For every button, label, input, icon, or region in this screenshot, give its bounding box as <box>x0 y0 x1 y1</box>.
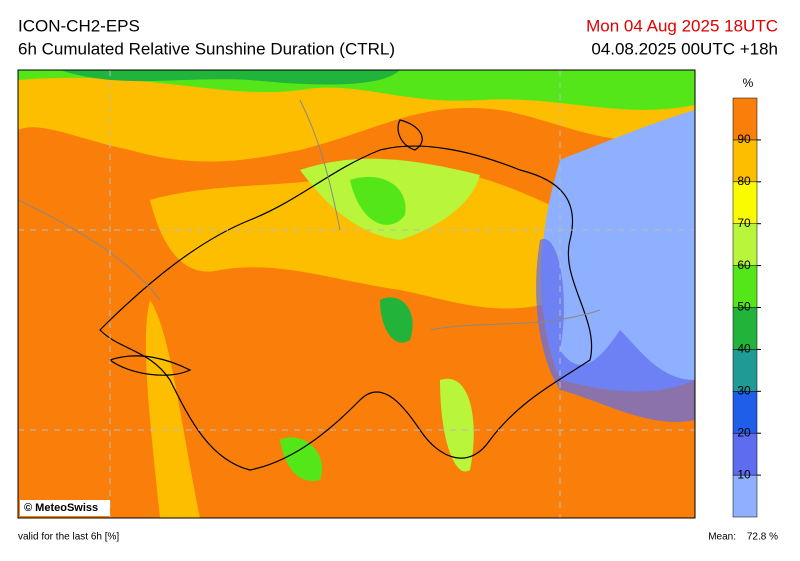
colorbar-tick-label: 30 <box>737 383 751 397</box>
map <box>18 70 695 518</box>
credit: © MeteoSwiss <box>24 502 98 514</box>
colorbar-box <box>732 139 758 183</box>
colorbar-tick-label: 80 <box>737 174 751 188</box>
colorbar-box <box>732 97 758 141</box>
colorbar-tick-label: 50 <box>737 300 751 314</box>
colorbar-box <box>732 474 758 518</box>
run-time: 04.08.2025 00UTC +18h <box>591 39 778 58</box>
mean-label: Mean: <box>708 532 736 543</box>
colorbar-tick-label: 20 <box>737 425 751 439</box>
colorbar-tick-label: 90 <box>737 132 751 146</box>
product-title: 6h Cumulated Relative Sunshine Duration … <box>18 39 395 58</box>
colorbar-box <box>732 181 758 224</box>
model-name: ICON-CH2-EPS <box>18 16 140 35</box>
colorbar-tick-label: 40 <box>737 342 751 356</box>
colorbar-box <box>732 223 758 266</box>
colorbar: 10 20 30 40 50 60 70 80 90 <box>732 97 761 518</box>
colorbar-unit: % <box>743 76 754 90</box>
colorbar-tick-label: 70 <box>737 216 751 230</box>
colorbar-tick-label: 60 <box>737 258 751 272</box>
colorbar-box <box>732 432 758 476</box>
credit-box <box>20 500 110 516</box>
colorbar-tick-label: 10 <box>737 467 751 481</box>
footer-note: valid for the last 6h [%] <box>18 532 119 543</box>
valid-time: Mon 04 Aug 2025 18UTC <box>586 16 778 35</box>
map-frame <box>17 69 696 519</box>
mean-value: 72.8 % <box>747 532 778 543</box>
